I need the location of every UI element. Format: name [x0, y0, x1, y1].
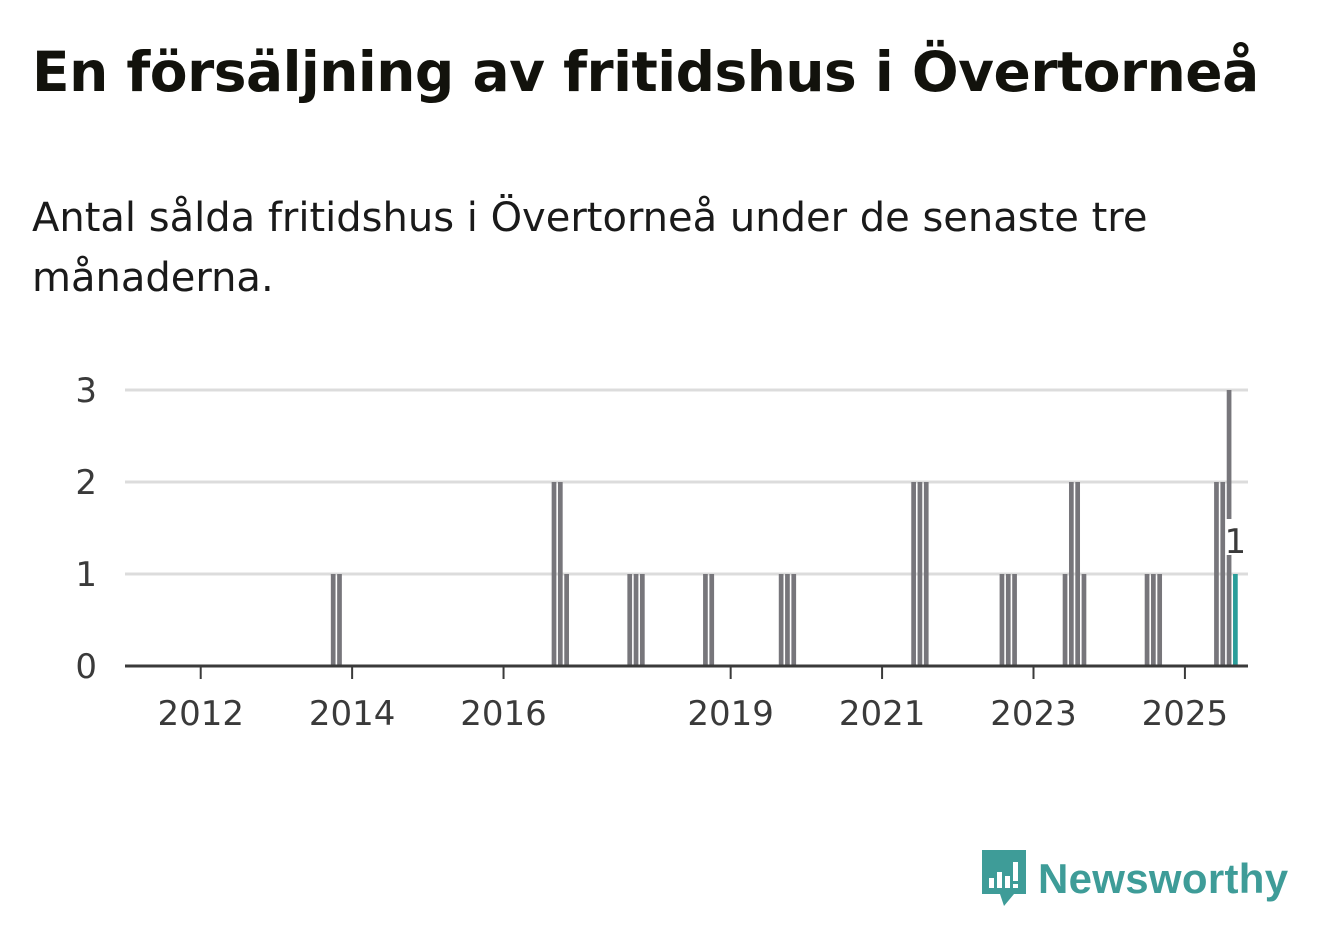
x-tick-label: 2012 — [157, 694, 244, 734]
bar — [911, 482, 916, 666]
bar — [564, 574, 569, 666]
bar — [785, 574, 790, 666]
bar — [633, 574, 639, 666]
bar — [1075, 482, 1081, 666]
gridlines — [125, 388, 1248, 576]
bar — [1081, 574, 1087, 666]
bar — [330, 574, 336, 666]
bar — [917, 482, 923, 666]
bar-highlighted — [1233, 574, 1238, 666]
chart-subtitle: Antal sålda fritidshus i Övertorneå unde… — [32, 195, 1148, 301]
bar — [337, 574, 342, 666]
bar — [551, 482, 557, 666]
x-tick-label: 2021 — [839, 694, 926, 734]
bar — [778, 574, 784, 666]
bar — [923, 482, 929, 666]
y-tick-label: 3 — [75, 371, 97, 411]
annotation-bubble — [1225, 519, 1250, 563]
chart-title: En försäljning av fritidshus i Övertorne… — [32, 40, 1259, 104]
bar — [999, 574, 1005, 666]
x-axis-labels: 2012 2014 2016 2019 2021 2023 2025 — [157, 666, 1228, 734]
brand-name: Newsworthy — [1038, 855, 1289, 902]
x-tick-label: 2019 — [687, 694, 774, 734]
newsworthy-logo: Newsworthy — [980, 848, 1288, 910]
bar — [1062, 574, 1068, 666]
annotation-label: 1 — [1225, 522, 1247, 562]
bar — [709, 574, 715, 666]
bar — [1151, 574, 1156, 666]
bar — [1144, 574, 1150, 666]
x-tick-label: 2016 — [460, 694, 547, 734]
newsworthy-logo-icon — [982, 850, 1026, 906]
bar — [1220, 482, 1226, 666]
bar — [627, 574, 633, 666]
x-tick-label: 2014 — [309, 694, 396, 734]
bar — [1214, 482, 1219, 666]
y-tick-label: 1 — [75, 555, 97, 595]
y-axis-labels: 0 1 2 3 — [75, 371, 97, 687]
x-tick-label: 2025 — [1142, 694, 1229, 734]
bar — [703, 574, 708, 666]
bar — [1012, 574, 1017, 666]
bar — [1005, 574, 1011, 666]
bar — [557, 482, 563, 666]
bar — [1157, 574, 1163, 666]
bar — [791, 574, 797, 666]
bar — [1068, 482, 1074, 666]
annotation: 1 — [1225, 519, 1250, 563]
bar — [639, 574, 645, 666]
bars — [330, 390, 1238, 666]
x-tick-label: 2023 — [990, 694, 1077, 734]
y-tick-label: 2 — [75, 463, 97, 503]
y-tick-label: 0 — [75, 647, 97, 687]
